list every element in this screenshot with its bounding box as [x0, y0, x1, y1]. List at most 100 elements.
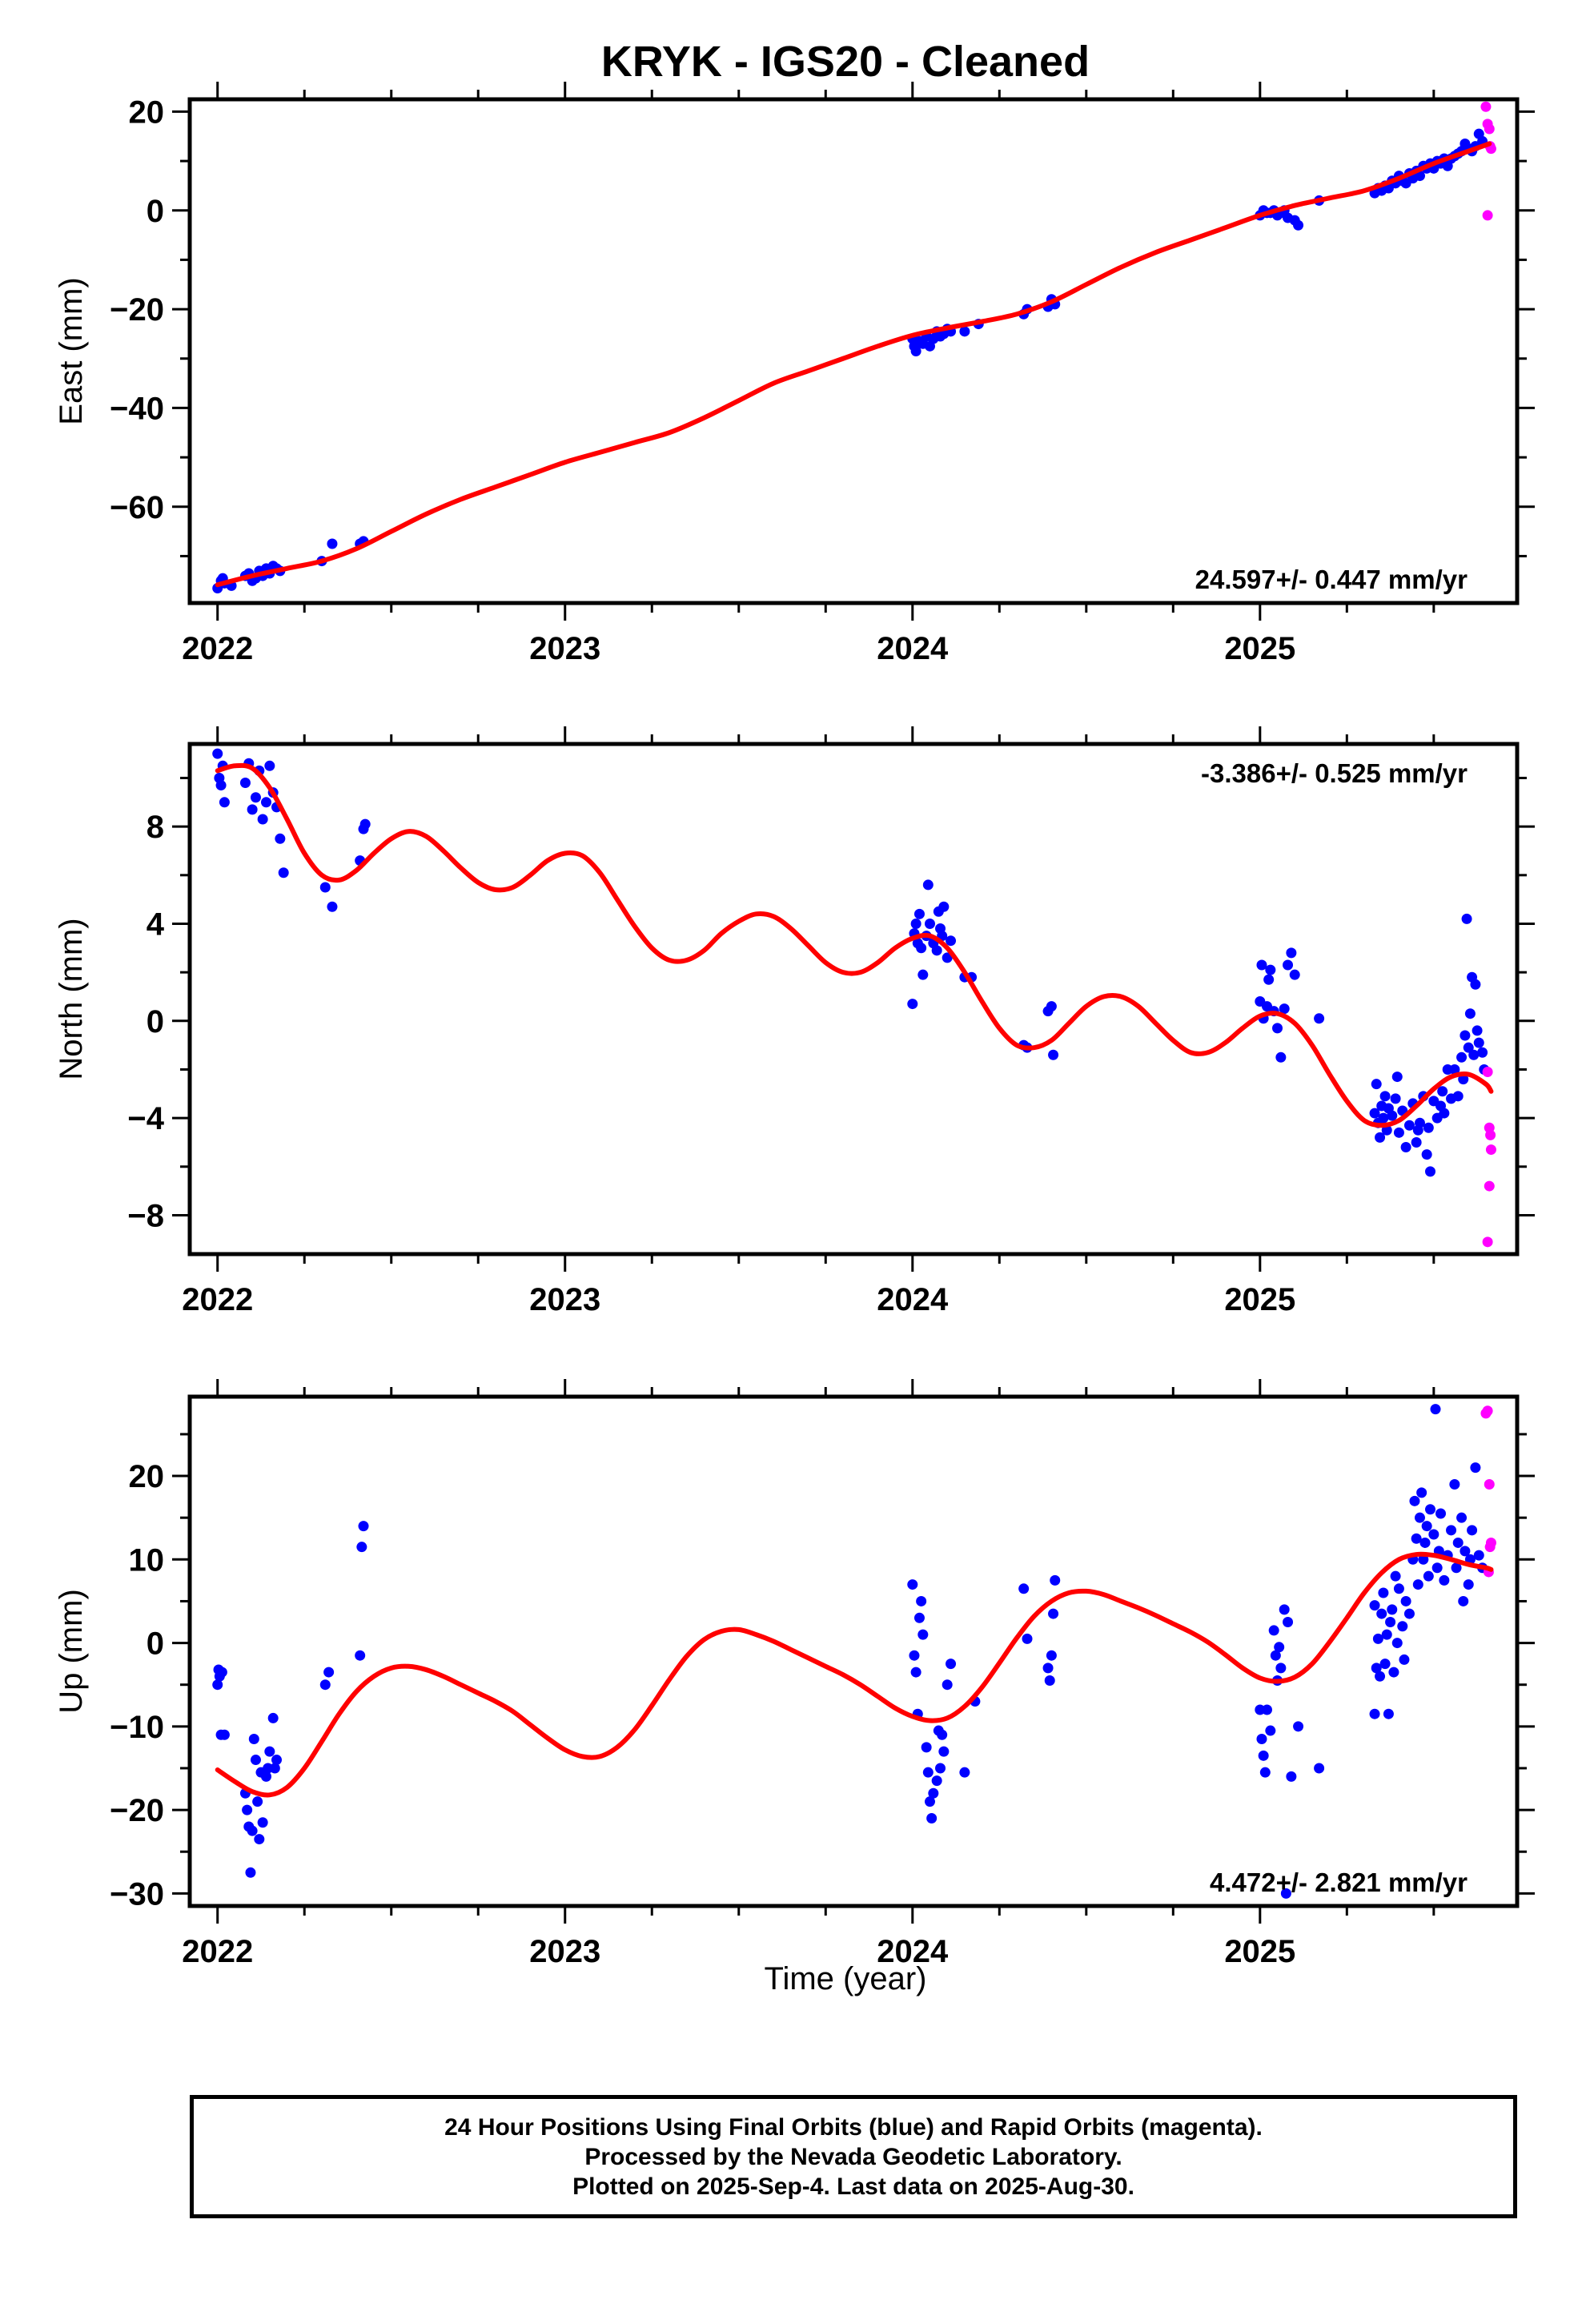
north-panel: 2022 2023 2024 2025 −8 −4 0 4 8 North (mm) -3.386+…: [54, 726, 1535, 1317]
up-x-tick-label: 2024: [877, 1934, 949, 1969]
east-panel: 2022 2023 2024 2025 −60 −40 −20 0 20 East (mm) 24.…: [54, 82, 1535, 666]
east-plot-frame: [187, 97, 1520, 605]
up-final-point: [1446, 1525, 1457, 1536]
north-final-point: [1256, 959, 1267, 971]
up-final-point: [916, 1595, 927, 1606]
up-final-point: [250, 1755, 261, 1766]
north-final-point: [1286, 947, 1297, 959]
up-final-point: [1270, 1650, 1281, 1661]
up-final-point: [1421, 1521, 1432, 1532]
north-x-tick-label: 2022: [182, 1282, 253, 1317]
north-rapid-point: [1485, 1129, 1496, 1140]
north-final-point: [1458, 1074, 1469, 1085]
up-final-point: [1416, 1487, 1427, 1498]
north-final-point: [1463, 1042, 1474, 1053]
up-final-point: [1467, 1525, 1478, 1536]
north-final-point: [1265, 964, 1276, 975]
footer-box: 24 Hour Positions Using Final Orbits (bl…: [190, 2095, 1517, 2218]
up-final-point: [910, 1667, 921, 1678]
east-y-tick-label: 20: [129, 94, 165, 130]
north-final-point: [278, 867, 289, 879]
up-final-point: [252, 1796, 263, 1807]
north-final-point: [931, 945, 942, 956]
footer-line-3: Plotted on 2025-Sep-4. Last data on 2025…: [572, 2173, 1134, 2200]
up-final-point: [1383, 1708, 1394, 1719]
up-final-point: [1473, 1550, 1484, 1561]
chart-title: KRYK - IGS20 - Cleaned: [601, 38, 1090, 86]
up-final-point: [1379, 1659, 1391, 1670]
north-final-point: [1472, 1025, 1483, 1036]
up-final-point: [1261, 1704, 1272, 1715]
up-final-point: [356, 1542, 367, 1553]
north-y-tick-label: 0: [147, 1004, 164, 1039]
north-rapid-point: [1482, 1067, 1493, 1077]
up-final-point: [1371, 1663, 1382, 1674]
up-model-curve: [215, 1551, 1494, 1798]
up-final-point: [922, 1767, 934, 1778]
up-final-point: [1256, 1733, 1267, 1744]
north-final-point: [907, 999, 918, 1010]
up-final-point: [935, 1763, 946, 1774]
up-final-point: [1431, 1562, 1443, 1574]
footer-line-1: 24 Hour Positions Using Final Orbits (bl…: [444, 2113, 1263, 2141]
up-plot-frame: [187, 1394, 1520, 1908]
north-final-point: [917, 969, 929, 980]
north-final-point: [1400, 1142, 1411, 1153]
north-final-point: [1411, 1136, 1422, 1148]
north-final-point: [1393, 1127, 1404, 1138]
up-final-point: [1423, 1570, 1434, 1582]
up-final-point: [921, 1742, 932, 1753]
north-final-point: [946, 935, 957, 947]
up-final-point: [319, 1679, 331, 1691]
up-final-point: [1460, 1546, 1471, 1557]
north-final-point: [1369, 1108, 1380, 1119]
up-final-point: [1449, 1478, 1460, 1490]
up-final-point: [264, 1746, 275, 1757]
north-final-point: [1477, 1047, 1488, 1058]
up-final-point: [917, 1629, 929, 1640]
north-rapid-point: [1484, 1180, 1495, 1192]
up-final-point: [1275, 1663, 1287, 1674]
north-y-axis-label: North (mm): [54, 918, 89, 1080]
up-final-point: [212, 1679, 223, 1691]
up-final-point: [1403, 1608, 1415, 1619]
up-final-point: [271, 1755, 283, 1766]
up-final-point: [1391, 1638, 1403, 1649]
north-final-point: [1468, 1049, 1480, 1060]
up-x-tick-label: 2022: [182, 1934, 253, 1969]
north-final-point: [1046, 1001, 1057, 1012]
x-axis-label: Time (year): [765, 1961, 927, 1996]
east-model-curve: [215, 141, 1492, 588]
up-final-point: [959, 1767, 970, 1778]
up-final-point: [1381, 1629, 1392, 1640]
up-final-point: [1463, 1579, 1474, 1590]
north-final-point: [913, 908, 925, 919]
north-final-point: [910, 918, 921, 929]
up-final-point: [355, 1650, 366, 1661]
north-final-point: [1403, 1120, 1415, 1131]
north-final-point: [942, 952, 953, 963]
up-final-point: [1419, 1537, 1431, 1548]
north-final-point: [1452, 1091, 1464, 1102]
north-final-point: [215, 780, 227, 791]
up-final-point: [358, 1521, 369, 1532]
north-final-point: [1460, 1030, 1471, 1041]
up-final-point: [1274, 1642, 1285, 1653]
north-rapid-point: [1482, 1236, 1493, 1248]
north-final-point: [327, 901, 338, 912]
north-final-point: [1390, 1093, 1401, 1104]
north-final-point: [1464, 1008, 1476, 1019]
up-final-point: [1046, 1650, 1057, 1661]
up-rapid-point: [1482, 1405, 1493, 1417]
east-final-point: [1414, 171, 1425, 182]
up-velocity-annotation: 4.472+/- 2.821 mm/yr: [1210, 1868, 1468, 1897]
up-final-point: [1439, 1574, 1450, 1586]
north-final-point: [1456, 1051, 1468, 1063]
east-x-tick-label: 2022: [182, 631, 253, 666]
up-final-point: [913, 1612, 925, 1623]
up-final-point: [1424, 1504, 1435, 1515]
north-final-point: [212, 748, 223, 759]
up-final-point: [1411, 1533, 1422, 1544]
up-final-point: [1293, 1721, 1304, 1732]
up-final-point: [1409, 1495, 1420, 1506]
